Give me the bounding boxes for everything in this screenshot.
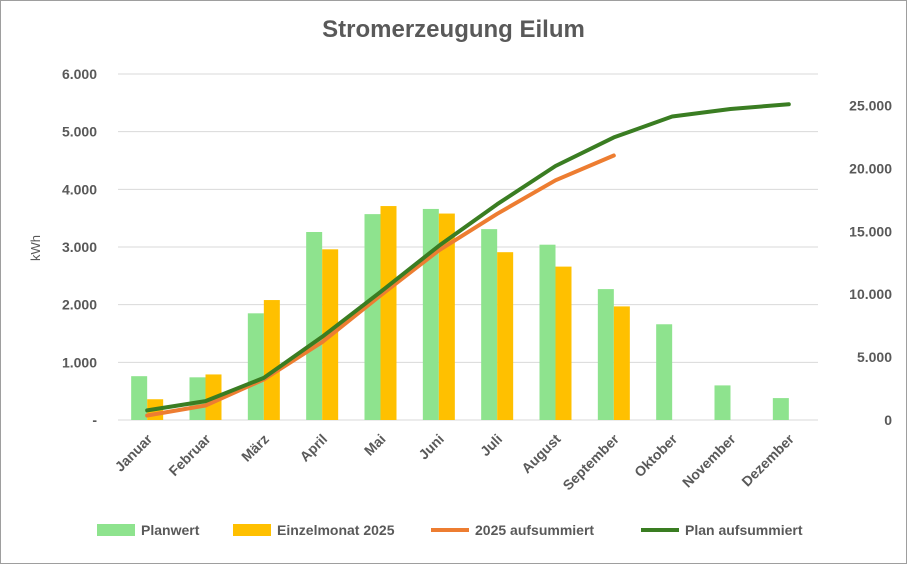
x-tick-label: Januar <box>112 430 156 474</box>
bar-planwert <box>364 214 381 420</box>
y2-tick-label: 10.000 <box>849 286 892 302</box>
legend: Planwert Einzelmonat 2025 2025 aufsummiert… <box>0 522 907 546</box>
bar-einzelmonat <box>438 213 455 420</box>
bar-planwert <box>539 244 556 420</box>
legend-item: 2025 aufsummiert <box>431 522 594 538</box>
bar-planwert <box>306 232 323 420</box>
x-tick-label: September <box>559 430 622 493</box>
x-tick-label: Oktober <box>631 430 681 480</box>
bar-planwert <box>131 376 148 420</box>
legend-label: Einzelmonat 2025 <box>277 522 395 538</box>
bar-planwert <box>772 398 789 420</box>
x-tick-label: Juni <box>415 431 447 463</box>
y-tick-label: 3.000 <box>62 239 97 255</box>
y-axis-label: kWh <box>28 235 43 261</box>
bar-planwert <box>422 208 439 420</box>
legend-swatch <box>431 528 469 532</box>
bar-planwert <box>656 324 673 420</box>
legend-swatch <box>641 528 679 532</box>
bar-planwert <box>189 377 206 420</box>
legend-item: Plan aufsummiert <box>641 522 802 538</box>
x-tick-label: November <box>679 430 739 490</box>
y-tick-label: 1.000 <box>62 354 97 370</box>
bar-einzelmonat <box>380 206 397 420</box>
x-tick-label: Mai <box>361 431 389 459</box>
y-tick-label: 2.000 <box>62 297 97 313</box>
bar-planwert <box>481 229 498 420</box>
legend-item: Einzelmonat 2025 <box>233 522 395 538</box>
bar-planwert <box>714 385 731 420</box>
legend-swatch <box>233 524 271 536</box>
legend-item: Planwert <box>97 522 199 538</box>
legend-label: 2025 aufsummiert <box>475 522 595 538</box>
x-tick-label: Februar <box>165 430 214 479</box>
x-tick-label: August <box>518 431 564 477</box>
bar-einzelmonat <box>497 252 514 420</box>
chart-title: Stromerzeugung Eilum <box>322 16 585 43</box>
x-tick-label: April <box>296 431 330 465</box>
y2-tick-label: 25.000 <box>849 97 892 113</box>
bar-einzelmonat <box>263 300 280 420</box>
line-plan-aufsummiert <box>145 102 791 413</box>
bar-planwert <box>247 313 264 420</box>
y2-tick-label: 15.000 <box>849 223 892 239</box>
x-tick-label: März <box>238 431 272 465</box>
x-tick-label: Juli <box>477 431 505 459</box>
bar-einzelmonat <box>613 306 630 420</box>
x-tick-label: Dezember <box>738 430 797 489</box>
bar-einzelmonat <box>555 266 572 420</box>
y-tick-label: 6.000 <box>62 66 97 82</box>
y2-tick-label: 20.000 <box>849 160 892 176</box>
legend-swatch <box>97 524 135 536</box>
y-tick-label: 4.000 <box>62 181 97 197</box>
bar-planwert <box>597 289 614 420</box>
legend-label: Plan aufsummiert <box>685 522 803 538</box>
line-2025-aufsummiert <box>145 153 616 418</box>
y-tick-label: - <box>92 412 97 428</box>
y2-tick-label: 5.000 <box>857 349 892 365</box>
y2-tick-label: 0 <box>884 412 892 428</box>
y-tick-label: 5.000 <box>62 124 97 140</box>
legend-label: Planwert <box>141 522 200 538</box>
